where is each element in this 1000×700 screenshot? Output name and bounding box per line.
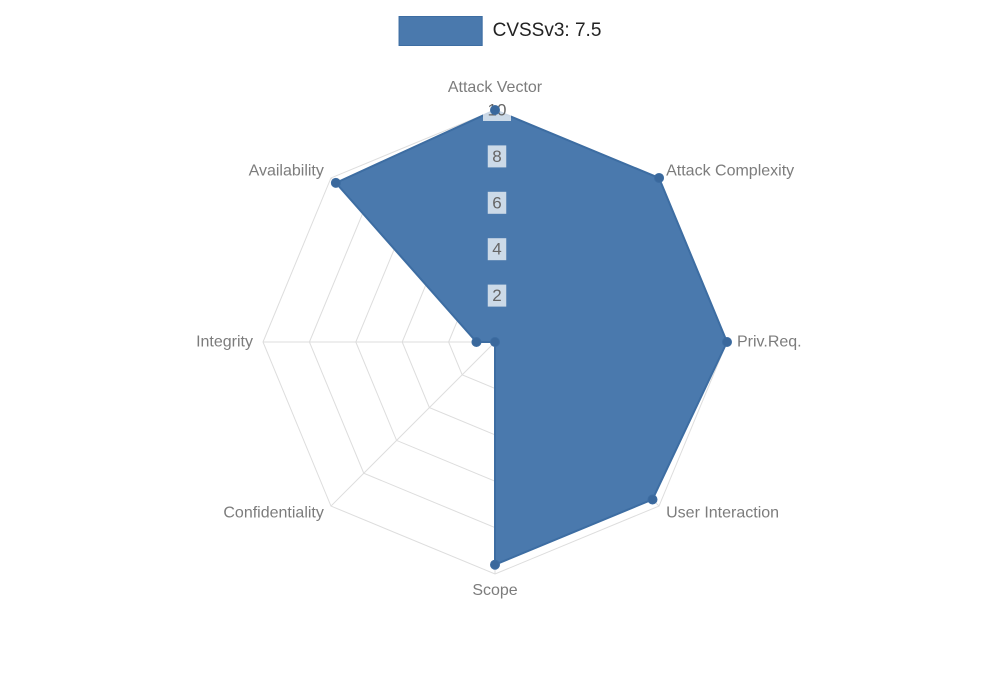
axis-label-attack-complexity: Attack Complexity <box>666 162 794 179</box>
tick-backdrop <box>487 191 507 214</box>
axis-label-scope: Scope <box>472 582 517 599</box>
data-point-priv-req[interactable] <box>722 337 732 347</box>
axis-label-user-interaction: User Interaction <box>666 505 779 522</box>
axis-label-priv-req: Priv.Req. <box>737 334 802 351</box>
chart-legend[interactable]: CVSSv3: 7.5 <box>398 16 602 46</box>
data-point-attack-vector[interactable] <box>490 105 500 115</box>
data-point-availability[interactable] <box>330 177 341 188</box>
tick-label: 6 <box>492 193 501 212</box>
axis-label-attack-vector: Attack Vector <box>448 79 543 96</box>
axis-label-availability: Availability <box>249 162 324 179</box>
data-point-attack-complexity[interactable] <box>654 172 665 183</box>
radar-axis-labels: Attack Vector Attack Complexity Priv.Req. U… <box>196 79 802 599</box>
legend-swatch <box>398 16 483 46</box>
axis-label-confidentiality: Confidentiality <box>223 505 324 522</box>
tick-label: 2 <box>492 286 501 305</box>
legend-label: CVSSv3: 7.5 <box>492 20 602 41</box>
axis-label-integrity: Integrity <box>196 334 253 351</box>
tick-backdrop <box>487 284 507 307</box>
tick-backdrop <box>487 238 507 261</box>
data-point-integrity[interactable] <box>471 337 482 347</box>
axis-spoke <box>330 341 496 507</box>
tick-backdrop <box>487 145 507 168</box>
data-point-confidentiality[interactable] <box>490 337 500 347</box>
tick-label: 8 <box>492 147 501 166</box>
tick-label: 4 <box>492 240 501 259</box>
data-point-scope[interactable] <box>490 559 500 570</box>
data-point-user-interaction[interactable] <box>647 494 658 505</box>
radar-points <box>330 105 732 570</box>
